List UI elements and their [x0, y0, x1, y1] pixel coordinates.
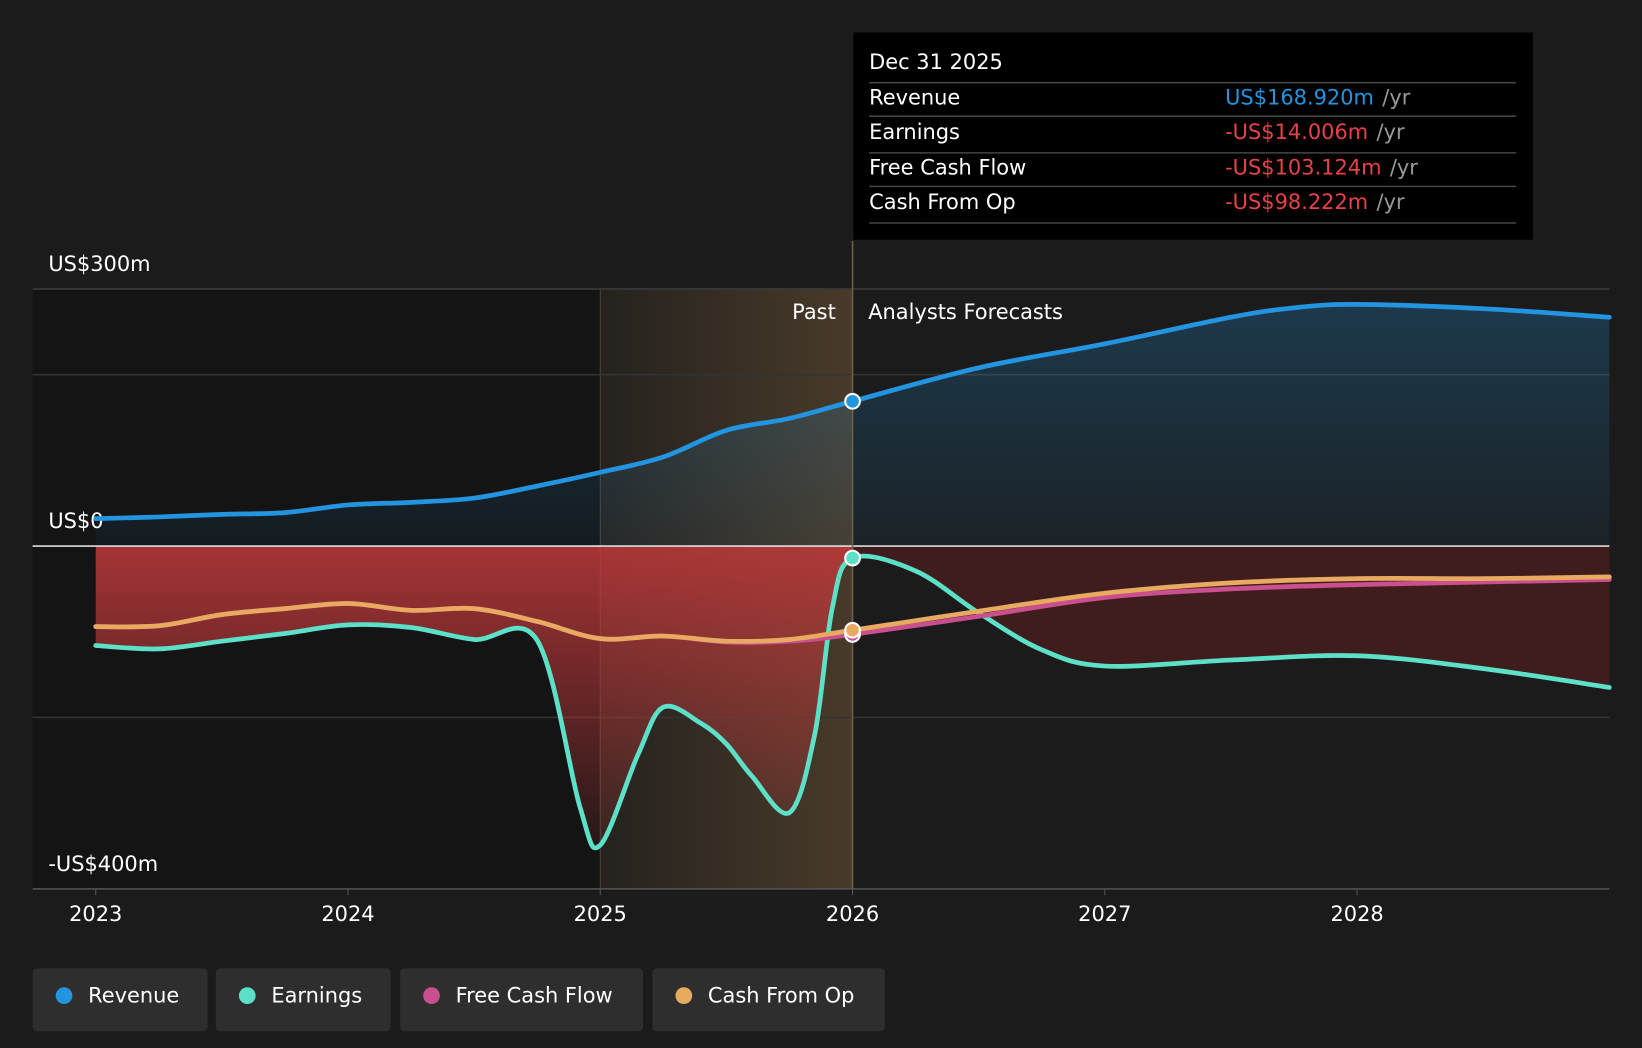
legend-label: Free Cash Flow — [456, 984, 613, 1008]
tooltip-unit: /yr — [1382, 85, 1410, 109]
forecast-label: Analysts Forecasts — [868, 300, 1063, 324]
tooltip-value-text: -US$14.006m — [1225, 120, 1368, 144]
tooltip-label: Free Cash Flow — [869, 156, 1026, 180]
tooltip-label: Earnings — [869, 120, 960, 144]
x-tick-label: 2026 — [826, 902, 879, 926]
tooltip-unit: /yr — [1377, 120, 1405, 144]
tooltip-value-text: -US$103.124m — [1225, 156, 1381, 180]
y-tick-label: US$300m — [48, 252, 150, 276]
tooltip-label: Cash From Op — [869, 190, 1015, 214]
legend-label: Cash From Op — [708, 984, 854, 1008]
legend-dot — [423, 987, 440, 1005]
earnings-area — [95, 546, 854, 848]
series-line — [93, 553, 1612, 851]
legend-box — [215, 968, 391, 1032]
legend-label: Earnings — [271, 984, 362, 1008]
past-label: Past — [792, 300, 836, 324]
legend-box — [32, 968, 208, 1032]
legend-dot — [238, 987, 256, 1005]
legend-dot — [55, 987, 73, 1005]
x-tick-label: 2023 — [69, 902, 122, 926]
tooltip-value-text: US$168.920m — [1225, 85, 1374, 109]
tooltip-label: Revenue — [869, 85, 960, 109]
legend-label: Revenue — [88, 984, 179, 1008]
series-line — [93, 302, 1612, 521]
x-tick-label: 2024 — [321, 902, 374, 926]
marker — [844, 392, 861, 410]
marker — [844, 621, 861, 639]
legend-item[interactable]: Revenue — [32, 968, 208, 1032]
tooltip-value-text: -US$98.222m — [1225, 190, 1368, 214]
legend-dot — [675, 987, 693, 1005]
legend-box — [652, 968, 885, 1032]
x-tick-label: 2028 — [1330, 902, 1383, 926]
legend-item[interactable]: Cash From Op — [652, 968, 885, 1032]
x-tick-label: 2025 — [574, 902, 627, 926]
y-tick-label: US$0 — [48, 509, 103, 533]
tooltip-unit: /yr — [1377, 190, 1405, 214]
x-tick-label: 2027 — [1078, 902, 1131, 926]
legend-item[interactable]: Earnings — [215, 968, 391, 1032]
tooltip-value: -US$103.124m/yr — [1225, 156, 1418, 180]
y-tick-label: -US$400m — [48, 852, 158, 876]
tooltip-title: Dec 31 2025 — [869, 50, 1003, 74]
tooltip-value: -US$98.222m/yr — [1225, 190, 1405, 214]
series-line — [93, 574, 1612, 644]
marker — [844, 549, 861, 567]
tooltip-value: -US$14.006m/yr — [1225, 120, 1405, 144]
tooltip — [853, 32, 1533, 240]
tooltip-value: US$168.920m/yr — [1225, 85, 1411, 109]
legend-box — [400, 968, 644, 1032]
tooltip-unit: /yr — [1390, 156, 1418, 180]
legend-item[interactable]: Free Cash Flow — [400, 968, 644, 1032]
